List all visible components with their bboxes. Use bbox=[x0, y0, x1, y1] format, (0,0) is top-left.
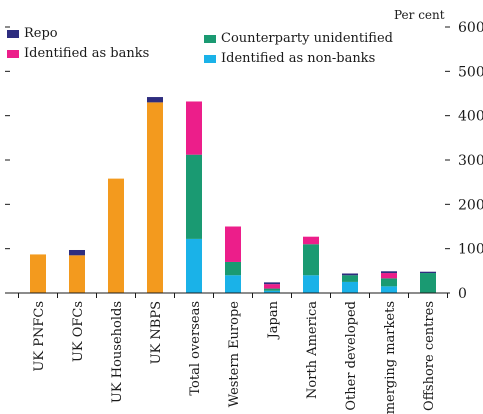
x-tick-label-total-overseas: Total overseas bbox=[188, 301, 203, 396]
bar-total-overseas-identified-as-non-banks bbox=[186, 238, 202, 293]
legend-label-banks: Identified as banks bbox=[24, 46, 150, 61]
bar-other-developed-identified-as-non-banks bbox=[342, 281, 358, 293]
x-tick-label-western-europe: Western Europe bbox=[227, 301, 242, 408]
bar-other-developed-repo bbox=[342, 273, 358, 276]
bar-uk-nbps-other bbox=[147, 102, 163, 293]
y-tick-label: 400 bbox=[458, 109, 483, 125]
bar-emerging-markets-identified-as-banks bbox=[381, 273, 397, 279]
y-tick-label: 600 bbox=[458, 20, 483, 36]
bar-emerging-markets-repo bbox=[381, 271, 397, 274]
legend-swatch-banks bbox=[7, 49, 19, 58]
bar-uk-nbps-repo bbox=[147, 97, 163, 103]
x-tick-label-other-developed: Other developed bbox=[344, 301, 359, 411]
bar-japan-identified-as-banks bbox=[264, 284, 280, 289]
x-tick-label-north-america: North America bbox=[305, 301, 320, 399]
bar-japan-identified-as-non-banks bbox=[264, 290, 280, 293]
y-tick-label: 100 bbox=[458, 242, 483, 258]
legend-label-non-banks: Identified as non-banks bbox=[221, 51, 376, 66]
bars-layer bbox=[30, 97, 436, 293]
bar-uk-ofcs-other bbox=[69, 255, 85, 293]
x-tick-label-uk-nbps: UK NBPS bbox=[149, 301, 164, 364]
x-tick-label-offshore-centres: Offshore centres bbox=[422, 301, 437, 411]
legend-label-unidentified: Counterparty unidentified bbox=[221, 31, 393, 46]
y-tick-label: 500 bbox=[458, 64, 483, 80]
legend-item-non-banks: Identified as non-banks bbox=[204, 51, 375, 66]
bar-offshore-centres-repo bbox=[420, 271, 436, 274]
bar-uk-ofcs-repo bbox=[69, 249, 85, 256]
x-tick-label-uk-ofcs: UK OFCs bbox=[71, 301, 86, 362]
bar-emerging-markets-identified-as-non-banks bbox=[381, 286, 397, 293]
bar-western-europe-identified-as-banks bbox=[225, 226, 241, 262]
legend-item-unidentified: Counterparty unidentified bbox=[204, 31, 393, 46]
bar-north-america-identified-as-banks bbox=[303, 236, 319, 245]
legend-label-repo: Repo bbox=[24, 26, 58, 41]
legend-swatch-non-banks bbox=[204, 54, 216, 63]
bar-uk-households-other bbox=[108, 178, 124, 293]
bar-total-overseas-identified-as-banks bbox=[186, 101, 202, 155]
bar-japan-repo bbox=[264, 282, 280, 285]
y-axis-unit-label: Per cent bbox=[394, 8, 445, 22]
bar-total-overseas-counterparty-unidentified bbox=[186, 154, 202, 239]
bar-japan-counterparty-unidentified bbox=[264, 288, 280, 291]
bar-western-europe-counterparty-unidentified bbox=[225, 261, 241, 276]
legend-item-repo: Repo bbox=[7, 26, 58, 41]
y-tick-label: 300 bbox=[458, 153, 483, 169]
bar-emerging-markets-counterparty-unidentified bbox=[381, 278, 397, 287]
bar-uk-pnfcs-other bbox=[30, 254, 46, 293]
bar-other-developed-counterparty-unidentified bbox=[342, 275, 358, 282]
axes-layer: 0 100 200 300 400 500 600 bbox=[5, 20, 483, 302]
bar-western-europe-identified-as-non-banks bbox=[225, 275, 241, 293]
legend-item-banks: Identified as banks bbox=[7, 46, 149, 61]
legend-swatch-repo bbox=[7, 29, 19, 38]
x-tick-label-uk-pnfcs: UK PNFCs bbox=[32, 301, 47, 372]
x-tick-label-uk-households: UK Households bbox=[110, 301, 125, 403]
y-tick-label: 200 bbox=[458, 197, 483, 213]
x-tick-label-emerging-markets: Emerging markets bbox=[383, 301, 398, 414]
x-tick-label-japan: Japan bbox=[266, 300, 281, 340]
legend-swatch-unidentified bbox=[204, 34, 216, 43]
y-tick-label: 0 bbox=[458, 286, 467, 302]
bar-north-america-identified-as-non-banks bbox=[303, 275, 319, 293]
bar-offshore-centres-counterparty-unidentified bbox=[420, 273, 436, 293]
bar-north-america-counterparty-unidentified bbox=[303, 244, 319, 276]
x-tick-labels: UK PNFCs UK OFCs UK Households UK NBPS Total… bbox=[32, 300, 437, 414]
